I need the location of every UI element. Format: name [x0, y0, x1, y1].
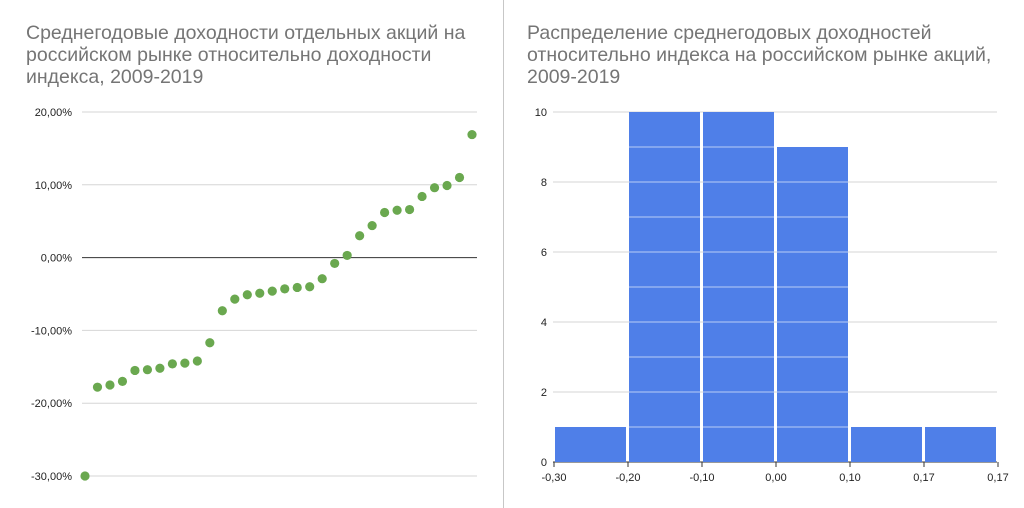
scatter-point [192, 356, 202, 366]
x-tick-label: 0,10 [839, 472, 860, 484]
scatter-point [305, 282, 315, 292]
scatter-point [117, 376, 128, 386]
panel-divider [503, 0, 504, 508]
scatter-point [130, 365, 140, 376]
y-tick-label: 4 [541, 317, 547, 329]
scatter-point [317, 274, 327, 284]
scatter-point [255, 288, 265, 298]
scatter-point [142, 365, 153, 375]
scatter-point [217, 306, 227, 316]
scatter-chart: 20,00% 10,00% 0,00% -10,00% -20,00% -30,00% [31, 107, 477, 483]
scatter-point [292, 282, 302, 293]
x-tick-label: -0,20 [615, 472, 640, 484]
scatter-point [92, 382, 103, 392]
scatter-point [80, 471, 90, 481]
histogram-bar [777, 147, 848, 462]
scatter-point [205, 338, 215, 348]
y-tick-label: 6 [541, 247, 547, 259]
y-tick-label: 10 [535, 107, 547, 119]
x-tick-label: 0,17 [987, 472, 1008, 484]
scatter-point [267, 286, 277, 296]
y-tick-label: -10,00% [31, 325, 72, 337]
scatter-point [167, 359, 177, 369]
scatter-point [155, 363, 165, 373]
x-tick-label: 0,17 [913, 472, 934, 484]
scatter-point [442, 180, 452, 191]
y-tick-label: -30,00% [31, 471, 72, 483]
y-tick-label: 20,00% [35, 107, 73, 119]
y-tick-label: -20,00% [31, 398, 72, 410]
scatter-point [355, 231, 365, 241]
scatter-point [330, 258, 340, 269]
scatter-point [392, 205, 402, 215]
scatter-point [180, 358, 190, 368]
histogram-chart-panel: Распределение среднегодовых доходностей … [505, 0, 1024, 508]
y-tick-label: 0 [541, 457, 547, 469]
histogram-bar [925, 427, 996, 462]
scatter-point [342, 250, 352, 261]
y-tick-label: 2 [541, 387, 547, 399]
scatter-point [367, 220, 377, 231]
y-tick-label: 0,00% [41, 253, 72, 265]
histogram-bar [851, 427, 922, 462]
x-tick-label: 0,00 [765, 472, 786, 484]
scatter-point [380, 207, 390, 218]
scatter-point [454, 172, 465, 183]
scatter-chart-title: Среднегодовые доходности отдельных акций… [26, 22, 466, 88]
x-tick-label: -0,10 [689, 472, 714, 484]
scatter-point [417, 191, 427, 202]
histogram-chart-title: Распределение среднегодовых доходностей … [527, 22, 992, 88]
scatter-point [429, 183, 440, 193]
y-tick-label: 10,00% [35, 180, 73, 192]
scatter-point [242, 290, 252, 300]
y-tick-label: 8 [541, 177, 547, 189]
histogram-bar [555, 427, 626, 462]
scatter-chart-panel: Среднегодовые доходности отдельных акций… [0, 0, 503, 508]
scatter-point [230, 294, 240, 304]
x-tick-label: -0,30 [541, 472, 566, 484]
scatter-point [280, 284, 290, 294]
scatter-point [467, 129, 477, 140]
scatter-point [404, 204, 415, 215]
scatter-point [105, 380, 115, 390]
histogram-chart: 0 2 4 6 8 10 -0,30 -0,20 -0,10 0,00 0,10 0,17 0,17 [535, 107, 1009, 484]
